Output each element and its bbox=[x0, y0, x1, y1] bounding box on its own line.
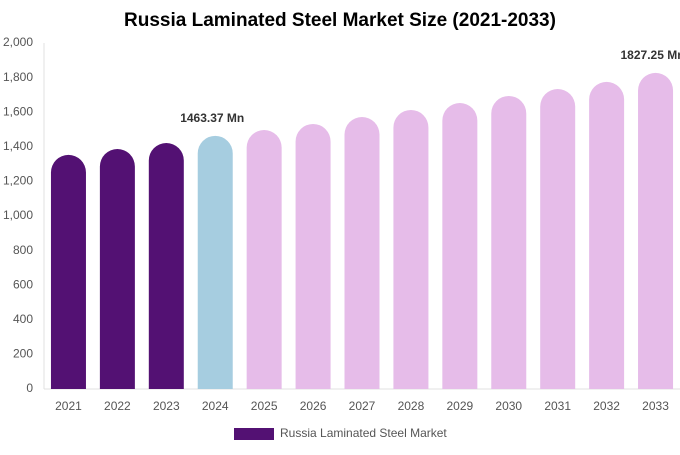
x-tick-label: 2029 bbox=[446, 399, 473, 413]
legend-swatch bbox=[234, 428, 274, 440]
bar bbox=[148, 142, 184, 389]
y-tick-label: 0 bbox=[26, 381, 33, 395]
y-tick-label: 800 bbox=[13, 243, 33, 257]
x-tick-label: 2023 bbox=[153, 399, 180, 413]
data-label: 1463.37 Mn bbox=[180, 111, 244, 125]
legend-label: Russia Laminated Steel Market bbox=[280, 426, 447, 440]
x-tick-label: 2026 bbox=[300, 399, 327, 413]
x-tick-label: 2024 bbox=[202, 399, 229, 413]
bar bbox=[442, 103, 478, 389]
x-tick-label: 2021 bbox=[55, 399, 82, 413]
bar bbox=[344, 117, 380, 389]
x-tick-label: 2025 bbox=[251, 399, 278, 413]
bar bbox=[589, 81, 625, 390]
y-tick-label: 1,000 bbox=[3, 208, 33, 222]
x-tick-label: 2030 bbox=[495, 399, 522, 413]
y-tick-label: 200 bbox=[13, 347, 33, 361]
bar bbox=[540, 89, 576, 389]
x-tick-label: 2028 bbox=[398, 399, 425, 413]
y-tick-label: 1,200 bbox=[3, 174, 33, 188]
chart-title: Russia Laminated Steel Market Size (2021… bbox=[124, 10, 556, 31]
data-label: 1827.25 Mn bbox=[621, 48, 680, 62]
y-tick-label: 1,400 bbox=[3, 139, 33, 153]
bar bbox=[99, 149, 135, 389]
bar bbox=[246, 130, 282, 390]
bar bbox=[295, 123, 331, 390]
y-tick-label: 2,000 bbox=[3, 35, 33, 49]
bar bbox=[197, 135, 233, 389]
x-tick-label: 2033 bbox=[642, 399, 669, 413]
y-tick-label: 1,600 bbox=[3, 104, 33, 118]
bar bbox=[491, 95, 527, 390]
y-tick-label: 1,800 bbox=[3, 70, 33, 84]
x-tick-label: 2032 bbox=[593, 399, 620, 413]
bar bbox=[638, 72, 674, 390]
x-tick-label: 2027 bbox=[349, 399, 376, 413]
x-tick-label: 2031 bbox=[544, 399, 571, 413]
bar bbox=[50, 154, 86, 389]
y-tick-label: 400 bbox=[13, 312, 33, 326]
bar bbox=[393, 109, 429, 390]
x-tick-label: 2022 bbox=[104, 399, 131, 413]
y-tick-label: 600 bbox=[13, 277, 33, 291]
